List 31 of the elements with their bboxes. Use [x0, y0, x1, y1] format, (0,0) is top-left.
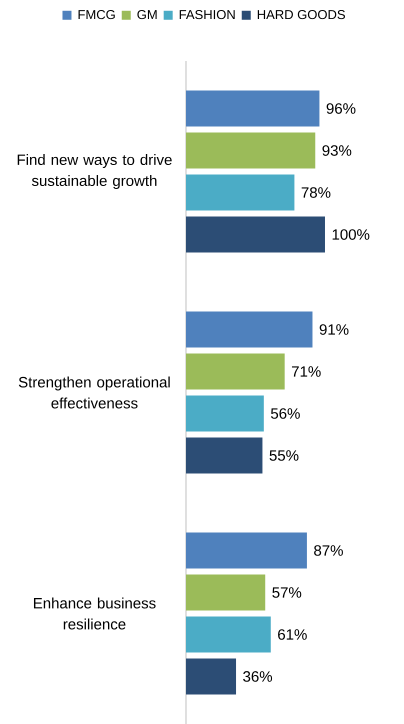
bar: [186, 574, 266, 610]
data-label: 71%: [292, 366, 321, 377]
bar: [186, 90, 320, 127]
bar: [186, 216, 325, 253]
data-label: 91%: [320, 324, 348, 335]
bar: [186, 132, 316, 169]
y-tick-label: Find new ways to drive sustainable growth: [18, 154, 172, 189]
bar: [186, 438, 262, 474]
bar: [186, 174, 294, 211]
bar: [186, 616, 271, 652]
bar: [186, 532, 307, 568]
data-label: 96%: [326, 103, 356, 114]
data-label: 100%: [332, 229, 370, 240]
bar: [186, 396, 264, 432]
data-label: 61%: [278, 629, 307, 640]
legend-label: HARD GOODS: [258, 10, 345, 20]
data-label: 78%: [302, 187, 330, 198]
legend-label: FMCG: [78, 10, 115, 20]
bar: [186, 658, 236, 694]
data-label: 87%: [314, 545, 343, 556]
data-label: 36%: [243, 671, 272, 682]
data-label: 57%: [272, 587, 302, 598]
legend-label: FASHION: [180, 10, 235, 20]
bar: [186, 312, 312, 348]
bar: [186, 354, 285, 390]
y-tick-label: Enhance business resilience: [34, 597, 156, 630]
data-label: 93%: [322, 145, 352, 156]
data-label: 56%: [270, 408, 300, 419]
data-label: 55%: [270, 450, 298, 461]
y-tick-label: Strengthen operational effectiveness: [18, 376, 170, 409]
legend-label: GM: [137, 10, 157, 20]
